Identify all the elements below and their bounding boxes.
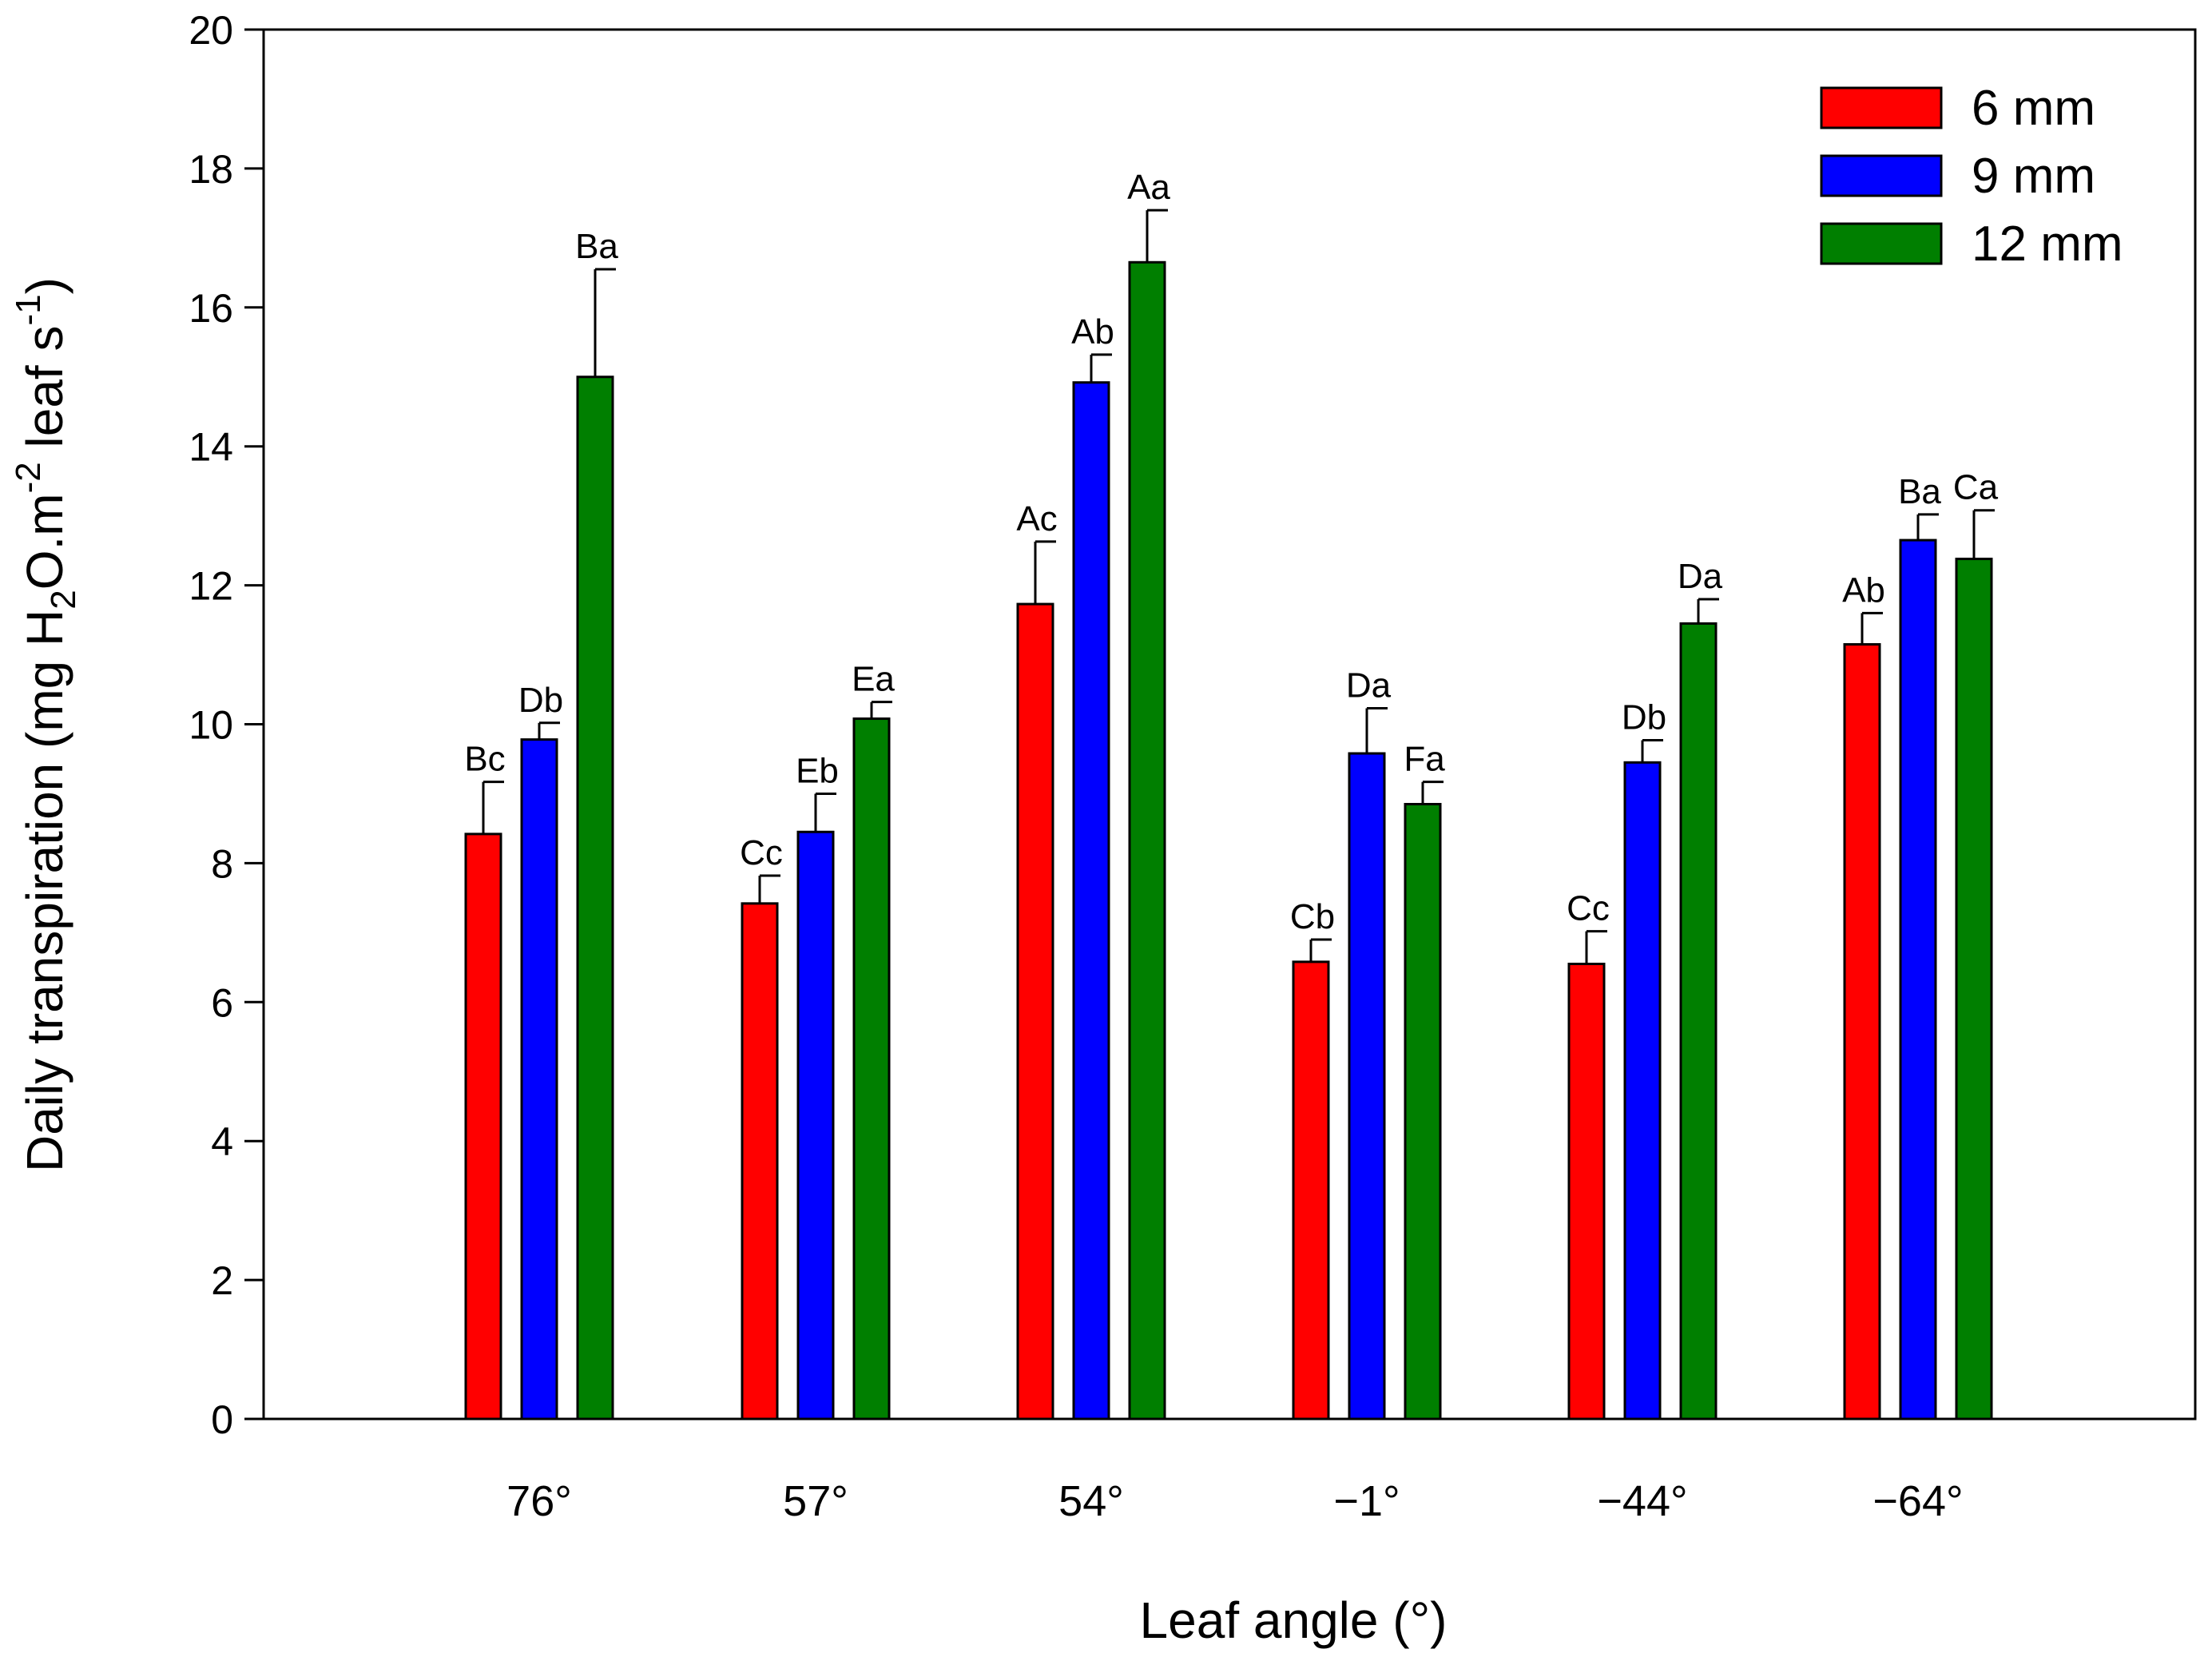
y-tick-label: 8 xyxy=(211,841,233,886)
bar xyxy=(1072,381,1110,1421)
bar xyxy=(852,717,891,1421)
y-tick-label: 4 xyxy=(211,1119,233,1164)
bar xyxy=(1128,260,1166,1421)
significance-label: Ba xyxy=(1898,472,1941,511)
x-tick-label: −1° xyxy=(1333,1477,1400,1525)
significance-label: Db xyxy=(518,681,563,720)
y-axis-title-part: -1 xyxy=(9,294,48,325)
significance-label: Fa xyxy=(1404,740,1445,779)
y-tick-label: 14 xyxy=(189,425,233,470)
y-axis: 0 2 4 6 8 10 12 14 16 18 20 xyxy=(189,8,264,1442)
significance-label: Bc xyxy=(464,740,505,779)
significance-label: Da xyxy=(1678,557,1723,596)
significance-label: Eb xyxy=(796,751,839,790)
bars: Bc Cc Ac Cb Cc Ab Db Eb Ab Da Db Ba Ba Ea Aa Fa Da Ca xyxy=(464,168,1999,1421)
y-tick-label: 18 xyxy=(189,147,233,192)
x-tick-label: 57° xyxy=(783,1477,848,1525)
legend: 6 mm 9 mm 12 mm xyxy=(1820,81,2123,272)
y-axis-title-part: leaf s xyxy=(16,325,73,462)
x-tick-label: 54° xyxy=(1058,1477,1124,1525)
y-axis-title-part: 2 xyxy=(44,590,83,609)
y-tick-label: 2 xyxy=(211,1258,233,1303)
legend-label: 9 mm xyxy=(1972,149,2095,204)
y-tick-label: 0 xyxy=(211,1397,233,1442)
y-axis-title-part: Daily transpiration (mg H xyxy=(16,610,73,1172)
series-0: Bc Cc Ac Cb Cc Ab xyxy=(464,499,1885,1421)
x-axis: 76° 57° 54° −1° −44° −64° xyxy=(506,1477,1963,1525)
y-tick-label: 12 xyxy=(189,564,233,609)
bar xyxy=(520,738,558,1421)
x-tick-label: −64° xyxy=(1872,1477,1963,1525)
significance-label: Ac xyxy=(1016,499,1057,538)
bar xyxy=(1955,558,1993,1421)
bar xyxy=(1843,643,1881,1421)
legend-swatch xyxy=(1820,154,1943,197)
bar xyxy=(576,376,614,1421)
bar xyxy=(1567,962,1606,1421)
legend-item: 6 mm xyxy=(1820,81,2095,136)
significance-label: Cb xyxy=(1290,897,1335,936)
significance-label: Cc xyxy=(740,833,783,872)
y-axis-title-part: ) xyxy=(16,277,73,294)
legend-swatch xyxy=(1820,222,1943,265)
y-axis-title: Daily transpiration (mg H2O.m-2 leaf s-1… xyxy=(9,277,83,1172)
significance-label: Ca xyxy=(1953,468,1999,507)
significance-label: Db xyxy=(1622,697,1666,737)
series-1: Db Eb Ab Da Db Ba xyxy=(518,312,1941,1421)
series-2: Ba Ea Aa Fa Da Ca xyxy=(575,168,1999,1421)
legend-label: 12 mm xyxy=(1972,217,2123,272)
significance-label: Da xyxy=(1346,666,1392,705)
bar xyxy=(1292,960,1330,1421)
legend-label: 6 mm xyxy=(1972,81,2095,136)
bar xyxy=(796,830,835,1421)
y-axis-title-part: -2 xyxy=(9,462,48,493)
y-tick-label: 16 xyxy=(189,286,233,331)
legend-swatch xyxy=(1820,86,1943,129)
bar xyxy=(1679,622,1718,1421)
y-tick-label: 10 xyxy=(189,703,233,748)
legend-item: 9 mm xyxy=(1820,149,2095,204)
x-tick-label: −44° xyxy=(1597,1477,1687,1525)
y-tick-label: 6 xyxy=(211,980,233,1025)
x-tick-label: 76° xyxy=(506,1477,572,1525)
significance-label: Cc xyxy=(1567,889,1610,928)
legend-item: 12 mm xyxy=(1820,217,2123,272)
y-axis-title-part: O.m xyxy=(16,493,73,590)
significance-label: Aa xyxy=(1127,168,1170,207)
bar xyxy=(1899,538,1937,1421)
significance-label: Ba xyxy=(575,227,618,266)
significance-label: Ab xyxy=(1842,570,1885,610)
bar xyxy=(1016,602,1054,1421)
y-tick-label: 20 xyxy=(189,8,233,53)
bar xyxy=(1348,752,1386,1421)
significance-label: Ab xyxy=(1071,312,1114,352)
bar xyxy=(741,902,779,1421)
bar xyxy=(1623,761,1662,1421)
significance-label: Ea xyxy=(852,660,895,699)
bar xyxy=(1404,802,1442,1421)
bar xyxy=(464,832,502,1421)
x-axis-title: Leaf angle (°) xyxy=(1140,1591,1448,1649)
